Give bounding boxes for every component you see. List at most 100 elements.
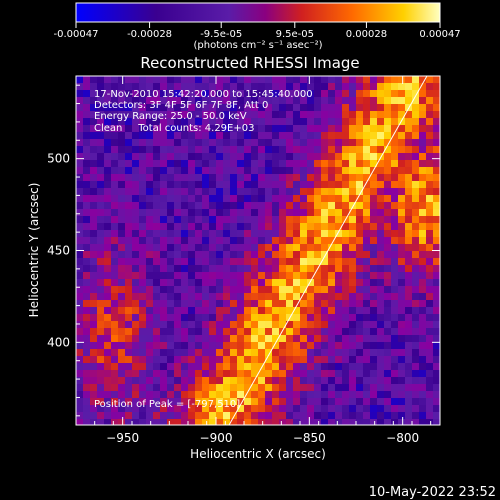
heatmap-cell <box>83 328 90 335</box>
heatmap-cell <box>349 118 356 125</box>
heatmap-cell <box>300 202 307 209</box>
heatmap-cell <box>160 293 167 300</box>
heatmap-cell <box>433 363 440 370</box>
heatmap-cell <box>202 258 209 265</box>
heatmap-cell <box>216 293 223 300</box>
heatmap-cell <box>433 174 440 181</box>
heatmap-cell <box>167 244 174 251</box>
heatmap-cell <box>307 342 314 349</box>
heatmap-cell <box>314 370 321 377</box>
heatmap-cell <box>83 265 90 272</box>
heatmap-cell <box>314 237 321 244</box>
heatmap-cell <box>181 230 188 237</box>
heatmap-cell <box>356 342 363 349</box>
heatmap-cell <box>419 328 426 335</box>
heatmap-cell <box>258 132 265 139</box>
heatmap-cell <box>398 104 405 111</box>
heatmap-cell <box>216 363 223 370</box>
heatmap-cell <box>258 335 265 342</box>
heatmap-cell <box>83 370 90 377</box>
heatmap-cell <box>111 412 118 419</box>
heatmap-cell <box>195 195 202 202</box>
heatmap-cell <box>349 111 356 118</box>
heatmap-cell <box>174 118 181 125</box>
heatmap-cell <box>237 104 244 111</box>
heatmap-cell <box>300 209 307 216</box>
heatmap-cell <box>272 153 279 160</box>
heatmap-cell <box>167 153 174 160</box>
heatmap-image <box>76 76 440 425</box>
heatmap-cell <box>202 412 209 419</box>
heatmap-cell <box>405 209 412 216</box>
heatmap-cell <box>349 342 356 349</box>
heatmap-cell <box>279 356 286 363</box>
heatmap-cell <box>433 244 440 251</box>
heatmap-cell <box>223 279 230 286</box>
heatmap-cell <box>118 104 125 111</box>
heatmap-cell <box>321 328 328 335</box>
heatmap-cell <box>188 258 195 265</box>
heatmap-cell <box>104 370 111 377</box>
heatmap-cell <box>195 321 202 328</box>
heatmap-cell <box>363 377 370 384</box>
heatmap-cell <box>335 300 342 307</box>
heatmap-cell <box>237 272 244 279</box>
heatmap-cell <box>146 125 153 132</box>
heatmap-cell <box>405 83 412 90</box>
heatmap-cell <box>76 335 83 342</box>
heatmap-cell <box>321 97 328 104</box>
heatmap-cell <box>146 181 153 188</box>
heatmap-cell <box>293 174 300 181</box>
heatmap-cell <box>279 237 286 244</box>
heatmap-cell <box>76 97 83 104</box>
heatmap-cell <box>272 125 279 132</box>
heatmap-cell <box>286 300 293 307</box>
heatmap-cell <box>398 188 405 195</box>
heatmap-cell <box>265 76 272 83</box>
heatmap-cell <box>237 307 244 314</box>
heatmap-cell <box>272 90 279 97</box>
heatmap-cell <box>76 160 83 167</box>
heatmap-cell <box>370 342 377 349</box>
heatmap-cell <box>398 377 405 384</box>
heatmap-cell <box>328 398 335 405</box>
heatmap-cell <box>426 272 433 279</box>
heatmap-cell <box>111 258 118 265</box>
heatmap-cell <box>237 335 244 342</box>
heatmap-cell <box>363 153 370 160</box>
heatmap-cell <box>174 272 181 279</box>
heatmap-cell <box>244 412 251 419</box>
heatmap-cell <box>174 370 181 377</box>
heatmap-cell <box>251 279 258 286</box>
heatmap-cell <box>244 335 251 342</box>
colorbar: -0.00047 -0.00028 -9.5e-05 9.5e-05 0.00028 0.… <box>54 2 461 51</box>
heatmap-cell <box>398 286 405 293</box>
heatmap-cell <box>419 419 426 425</box>
heatmap-cell <box>209 314 216 321</box>
heatmap-cell <box>251 132 258 139</box>
heatmap-cell <box>405 377 412 384</box>
heatmap-cell <box>139 90 146 97</box>
heatmap-cell <box>146 104 153 111</box>
heatmap-cell <box>265 167 272 174</box>
heatmap-cell <box>272 118 279 125</box>
heatmap-cell <box>181 286 188 293</box>
heatmap-cell <box>83 363 90 370</box>
heatmap-cell <box>160 419 167 425</box>
heatmap-cell <box>97 209 104 216</box>
heatmap-cell <box>307 167 314 174</box>
heatmap-cell <box>139 195 146 202</box>
heatmap-cell <box>97 272 104 279</box>
heatmap-cell <box>349 223 356 230</box>
heatmap-cell <box>139 244 146 251</box>
heatmap-cell <box>363 307 370 314</box>
heatmap-cell <box>391 321 398 328</box>
heatmap-cell <box>125 342 132 349</box>
heatmap-cell <box>251 349 258 356</box>
heatmap-cell <box>258 244 265 251</box>
heatmap-cell <box>118 377 125 384</box>
heatmap-cell <box>237 356 244 363</box>
heatmap-cell <box>139 202 146 209</box>
heatmap-cell <box>216 398 223 405</box>
heatmap-cell <box>321 251 328 258</box>
